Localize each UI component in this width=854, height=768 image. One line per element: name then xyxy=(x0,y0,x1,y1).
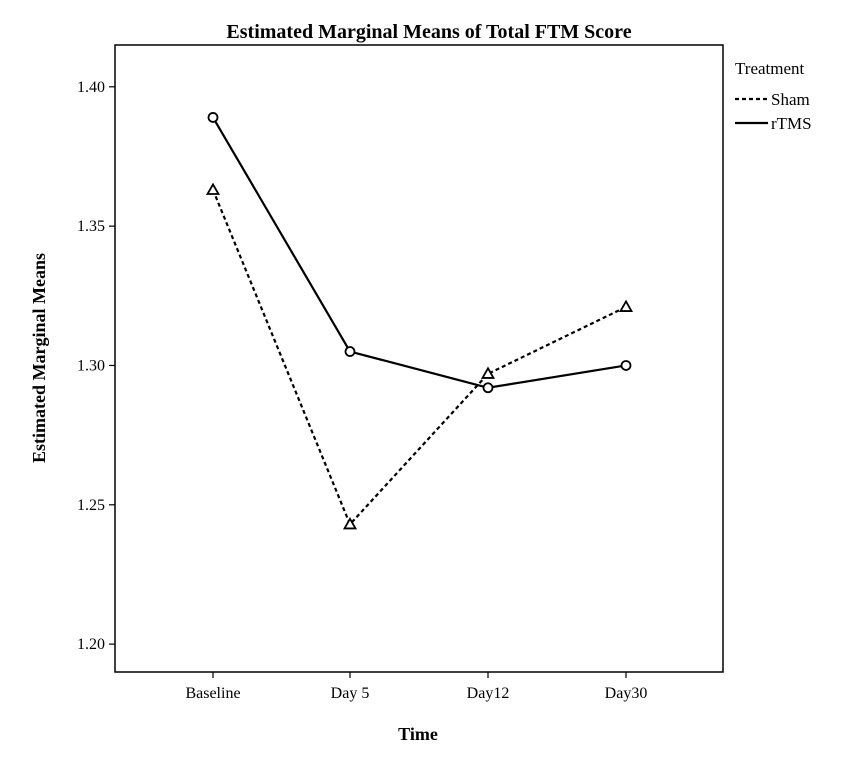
chart-title: Estimated Marginal Means of Total FTM Sc… xyxy=(226,21,631,43)
legend-item-sham: Sham xyxy=(735,90,810,109)
data-point xyxy=(618,299,634,312)
data-point xyxy=(620,360,632,371)
series-sham xyxy=(205,182,634,530)
x-axis: Baseline Day 5 Day12 Day30 xyxy=(185,672,647,702)
legend-label: rTMS xyxy=(771,114,812,133)
series-rtms xyxy=(207,112,632,394)
data-point xyxy=(207,112,219,123)
data-point xyxy=(344,346,356,357)
legend-item-rtms: rTMS xyxy=(735,114,812,133)
x-tick-label: Day12 xyxy=(467,685,510,702)
series-line xyxy=(211,189,627,527)
series-line xyxy=(212,116,627,389)
series-layer xyxy=(205,112,634,530)
y-axis-label: Estimated Marginal Means xyxy=(29,253,49,463)
x-tick-label: Day30 xyxy=(605,685,648,702)
legend-label: Sham xyxy=(771,90,810,109)
data-point xyxy=(342,516,358,530)
x-tick-label: Day 5 xyxy=(331,685,370,702)
legend: Treatment Sham rTMS xyxy=(735,59,812,133)
y-axis: 1.20 1.25 1.30 1.35 1.40 xyxy=(77,79,115,653)
y-tick-label: 1.20 xyxy=(77,636,105,653)
y-tick-label: 1.40 xyxy=(77,79,105,96)
data-point xyxy=(482,382,494,394)
plot-area xyxy=(114,44,724,673)
x-tick-label: Baseline xyxy=(185,685,240,702)
x-axis-label: Time xyxy=(398,724,438,744)
data-point xyxy=(205,182,221,195)
y-tick-label: 1.35 xyxy=(77,218,105,235)
legend-items: Sham rTMS xyxy=(735,90,812,133)
data-point xyxy=(480,366,496,379)
y-tick-label: 1.30 xyxy=(77,357,105,374)
legend-title: Treatment xyxy=(735,59,805,78)
y-tick-label: 1.25 xyxy=(77,497,105,514)
